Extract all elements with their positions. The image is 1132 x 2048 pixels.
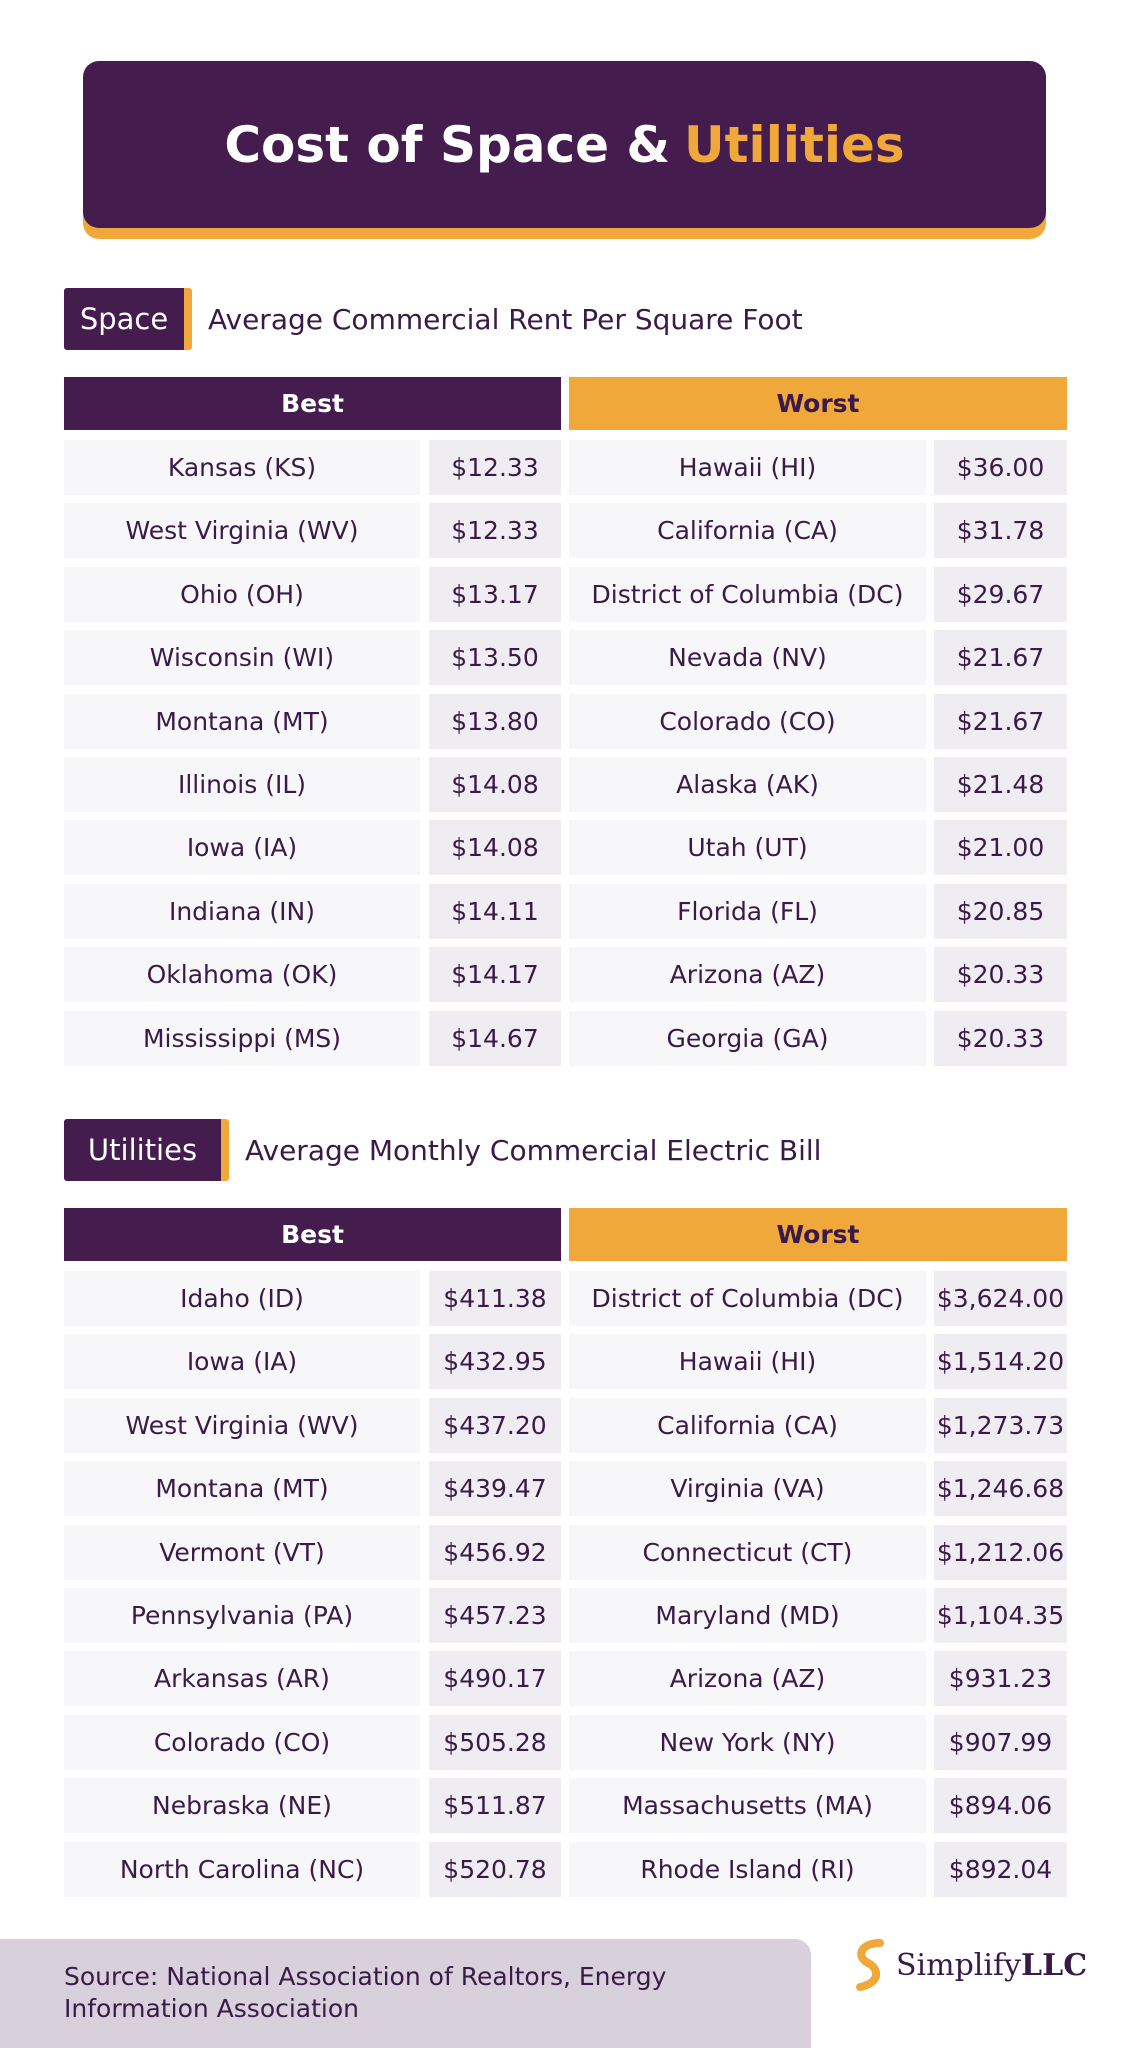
best-value: $13.17	[429, 566, 561, 622]
best-value: $490.17	[429, 1651, 561, 1707]
source: Source: National Association of Realtors…	[64, 1962, 667, 2023]
section-subtitle: Average Commercial Rent Per Square Foot	[208, 302, 803, 336]
best-value: $456.92	[429, 1524, 561, 1580]
best-name: Iowa (IA)	[64, 820, 420, 876]
worst-name: California (CA)	[569, 503, 926, 559]
worst-value: $21.67	[934, 630, 1067, 686]
best-value: $457.23	[429, 1588, 561, 1643]
worst-name: Arizona (AZ)	[569, 947, 926, 1003]
best-value: $13.80	[429, 693, 561, 749]
worst-value: $1,246.68	[934, 1461, 1067, 1517]
worst-name: Hawaii (HI)	[569, 1334, 926, 1390]
worst-name: Utah (UT)	[569, 820, 926, 876]
worst-value: $21.67	[934, 693, 1067, 749]
section-tag: Utilities	[64, 1119, 229, 1181]
worst-name: Nevada (NV)	[569, 630, 926, 686]
worst-header: Worst	[569, 1208, 1067, 1261]
best-header: Best	[64, 1208, 561, 1261]
best-value: $13.50	[429, 630, 561, 686]
worst-value: $20.33	[934, 947, 1067, 1003]
worst-value: $29.67	[934, 566, 1067, 622]
best-name: Arkansas (AR)	[64, 1651, 420, 1707]
best-name: Montana (MT)	[64, 693, 420, 749]
best-name: Illinois (IL)	[64, 757, 420, 812]
best-name: Iowa (IA)	[64, 1334, 420, 1390]
worst-name: California (CA)	[569, 1397, 926, 1453]
worst-value: $36.00	[934, 440, 1067, 495]
title-highlight: Utilities	[684, 115, 905, 174]
worst-value: $1,514.20	[934, 1334, 1067, 1390]
best-name: Nebraska (NE)	[64, 1778, 420, 1834]
best-name: Pennsylvania (PA)	[64, 1588, 420, 1643]
best-value: $12.33	[429, 440, 561, 495]
logo: Simplify LLC	[850, 1935, 1087, 1995]
worst-value: $1,104.35	[934, 1588, 1067, 1643]
best-name: Mississippi (MS)	[64, 1010, 420, 1066]
best-name: North Carolina (NC)	[64, 1841, 420, 1897]
best-value: $14.08	[429, 757, 561, 812]
best-name: Vermont (VT)	[64, 1524, 420, 1580]
worst-name: Maryland (MD)	[569, 1588, 926, 1643]
worst-value: $21.48	[934, 757, 1067, 812]
worst-value: $31.78	[934, 503, 1067, 559]
worst-name: Georgia (GA)	[569, 1010, 926, 1066]
worst-value: $931.23	[934, 1651, 1067, 1707]
worst-value: $3,624.00	[934, 1271, 1067, 1326]
worst-name: Connecticut (CT)	[569, 1524, 926, 1580]
worst-value: $894.06	[934, 1778, 1067, 1834]
worst-value: $20.33	[934, 1010, 1067, 1066]
best-value: $505.28	[429, 1714, 561, 1770]
worst-name: Massachusetts (MA)	[569, 1778, 926, 1834]
best-value: $14.67	[429, 1010, 561, 1066]
worst-value: $1,273.73	[934, 1397, 1067, 1453]
best-value: $411.38	[429, 1271, 561, 1326]
best-name: Ohio (OH)	[64, 566, 420, 622]
worst-name: Arizona (AZ)	[569, 1651, 926, 1707]
logo-suffix: LLC	[1021, 1947, 1088, 1983]
best-name: Wisconsin (WI)	[64, 630, 420, 686]
best-value: $432.95	[429, 1334, 561, 1390]
best-header: Best	[64, 377, 561, 430]
worst-value: $892.04	[934, 1841, 1067, 1897]
logo-icon	[856, 1939, 884, 1991]
worst-header: Worst	[569, 377, 1067, 430]
best-value: $520.78	[429, 1841, 561, 1897]
best-name: Idaho (ID)	[64, 1271, 420, 1326]
best-name: Kansas (KS)	[64, 440, 420, 495]
worst-name: Colorado (CO)	[569, 693, 926, 749]
section-subtitle: Average Monthly Commercial Electric Bill	[245, 1133, 822, 1167]
logo-main: Simplify	[896, 1947, 1022, 1983]
worst-name: District of Columbia (DC)	[569, 1271, 926, 1326]
best-name: Montana (MT)	[64, 1461, 420, 1517]
worst-name: Virginia (VA)	[569, 1461, 926, 1517]
best-value: $437.20	[429, 1397, 561, 1453]
worst-value: $907.99	[934, 1714, 1067, 1770]
worst-name: Hawaii (HI)	[569, 440, 926, 495]
best-value: $14.11	[429, 883, 561, 939]
best-name: West Virginia (WV)	[64, 1397, 420, 1453]
worst-name: Florida (FL)	[569, 883, 926, 939]
worst-name: Rhode Island (RI)	[569, 1841, 926, 1897]
best-name: West Virginia (WV)	[64, 503, 420, 559]
best-name: Colorado (CO)	[64, 1714, 420, 1770]
best-value: $12.33	[429, 503, 561, 559]
best-value: $14.08	[429, 820, 561, 876]
worst-value: $20.85	[934, 883, 1067, 939]
worst-value: $1,212.06	[934, 1524, 1067, 1580]
footer: Source: National Association of Realtors…	[0, 1939, 811, 2048]
worst-name: Alaska (AK)	[569, 757, 926, 812]
best-value: $439.47	[429, 1461, 561, 1517]
best-value: $14.17	[429, 947, 561, 1003]
worst-value: $21.00	[934, 820, 1067, 876]
title: Cost of Space &	[224, 115, 671, 174]
worst-name: District of Columbia (DC)	[569, 566, 926, 622]
best-value: $511.87	[429, 1778, 561, 1834]
best-name: Indiana (IN)	[64, 883, 420, 939]
section-tag: Space	[64, 288, 192, 350]
best-name: Oklahoma (OK)	[64, 947, 420, 1003]
worst-name: New York (NY)	[569, 1714, 926, 1770]
header: Cost of Space & Utilities	[83, 61, 1046, 228]
